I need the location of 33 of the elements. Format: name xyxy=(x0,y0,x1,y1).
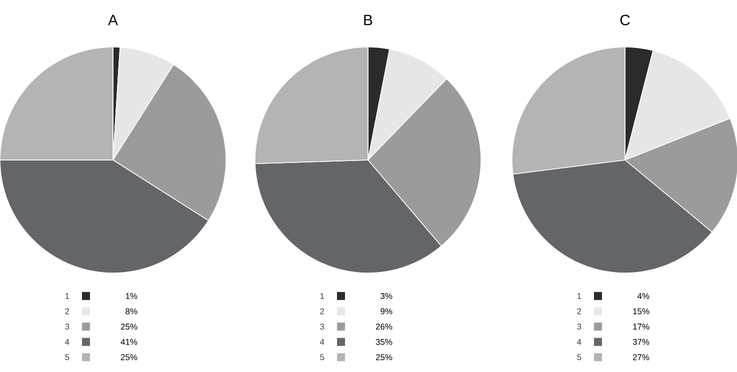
legend-label: 3 xyxy=(577,324,582,330)
data-label: 27% xyxy=(632,354,650,360)
data-label: 41% xyxy=(120,338,138,345)
data-label: 4% xyxy=(637,293,650,299)
chart-title: B xyxy=(364,14,372,26)
chart-title: C xyxy=(620,14,630,26)
data-label: 25% xyxy=(120,354,138,360)
legend-label: 1 xyxy=(320,293,324,299)
legend-label: 1 xyxy=(577,293,582,299)
data-label: 15% xyxy=(633,308,650,314)
legend-label: 5 xyxy=(320,354,324,360)
legend-label: 5 xyxy=(65,354,70,360)
legend-label: 1 xyxy=(65,293,70,299)
data-label: 37% xyxy=(632,338,650,345)
legend-label: 5 xyxy=(577,354,582,360)
data-label: 26% xyxy=(376,324,392,330)
data-label: 35% xyxy=(376,338,392,345)
data-label: 25% xyxy=(120,324,138,330)
data-label: 8% xyxy=(126,308,138,314)
legend-label: 3 xyxy=(320,324,324,330)
data-label: 3% xyxy=(380,293,392,299)
legend-label: 4 xyxy=(576,338,582,345)
chart-title: A xyxy=(108,14,118,26)
legend-label: 4 xyxy=(320,338,324,345)
legend-label: 2 xyxy=(577,308,582,314)
data-label: 17% xyxy=(633,324,650,330)
data-label: 1% xyxy=(126,293,138,299)
legend-label: 2 xyxy=(320,308,324,314)
legend-label: 3 xyxy=(65,324,70,330)
data-label: 9% xyxy=(380,308,392,314)
data-label: 25% xyxy=(376,354,392,360)
legend-label: 4 xyxy=(64,338,70,345)
legend-label: 2 xyxy=(65,308,70,314)
